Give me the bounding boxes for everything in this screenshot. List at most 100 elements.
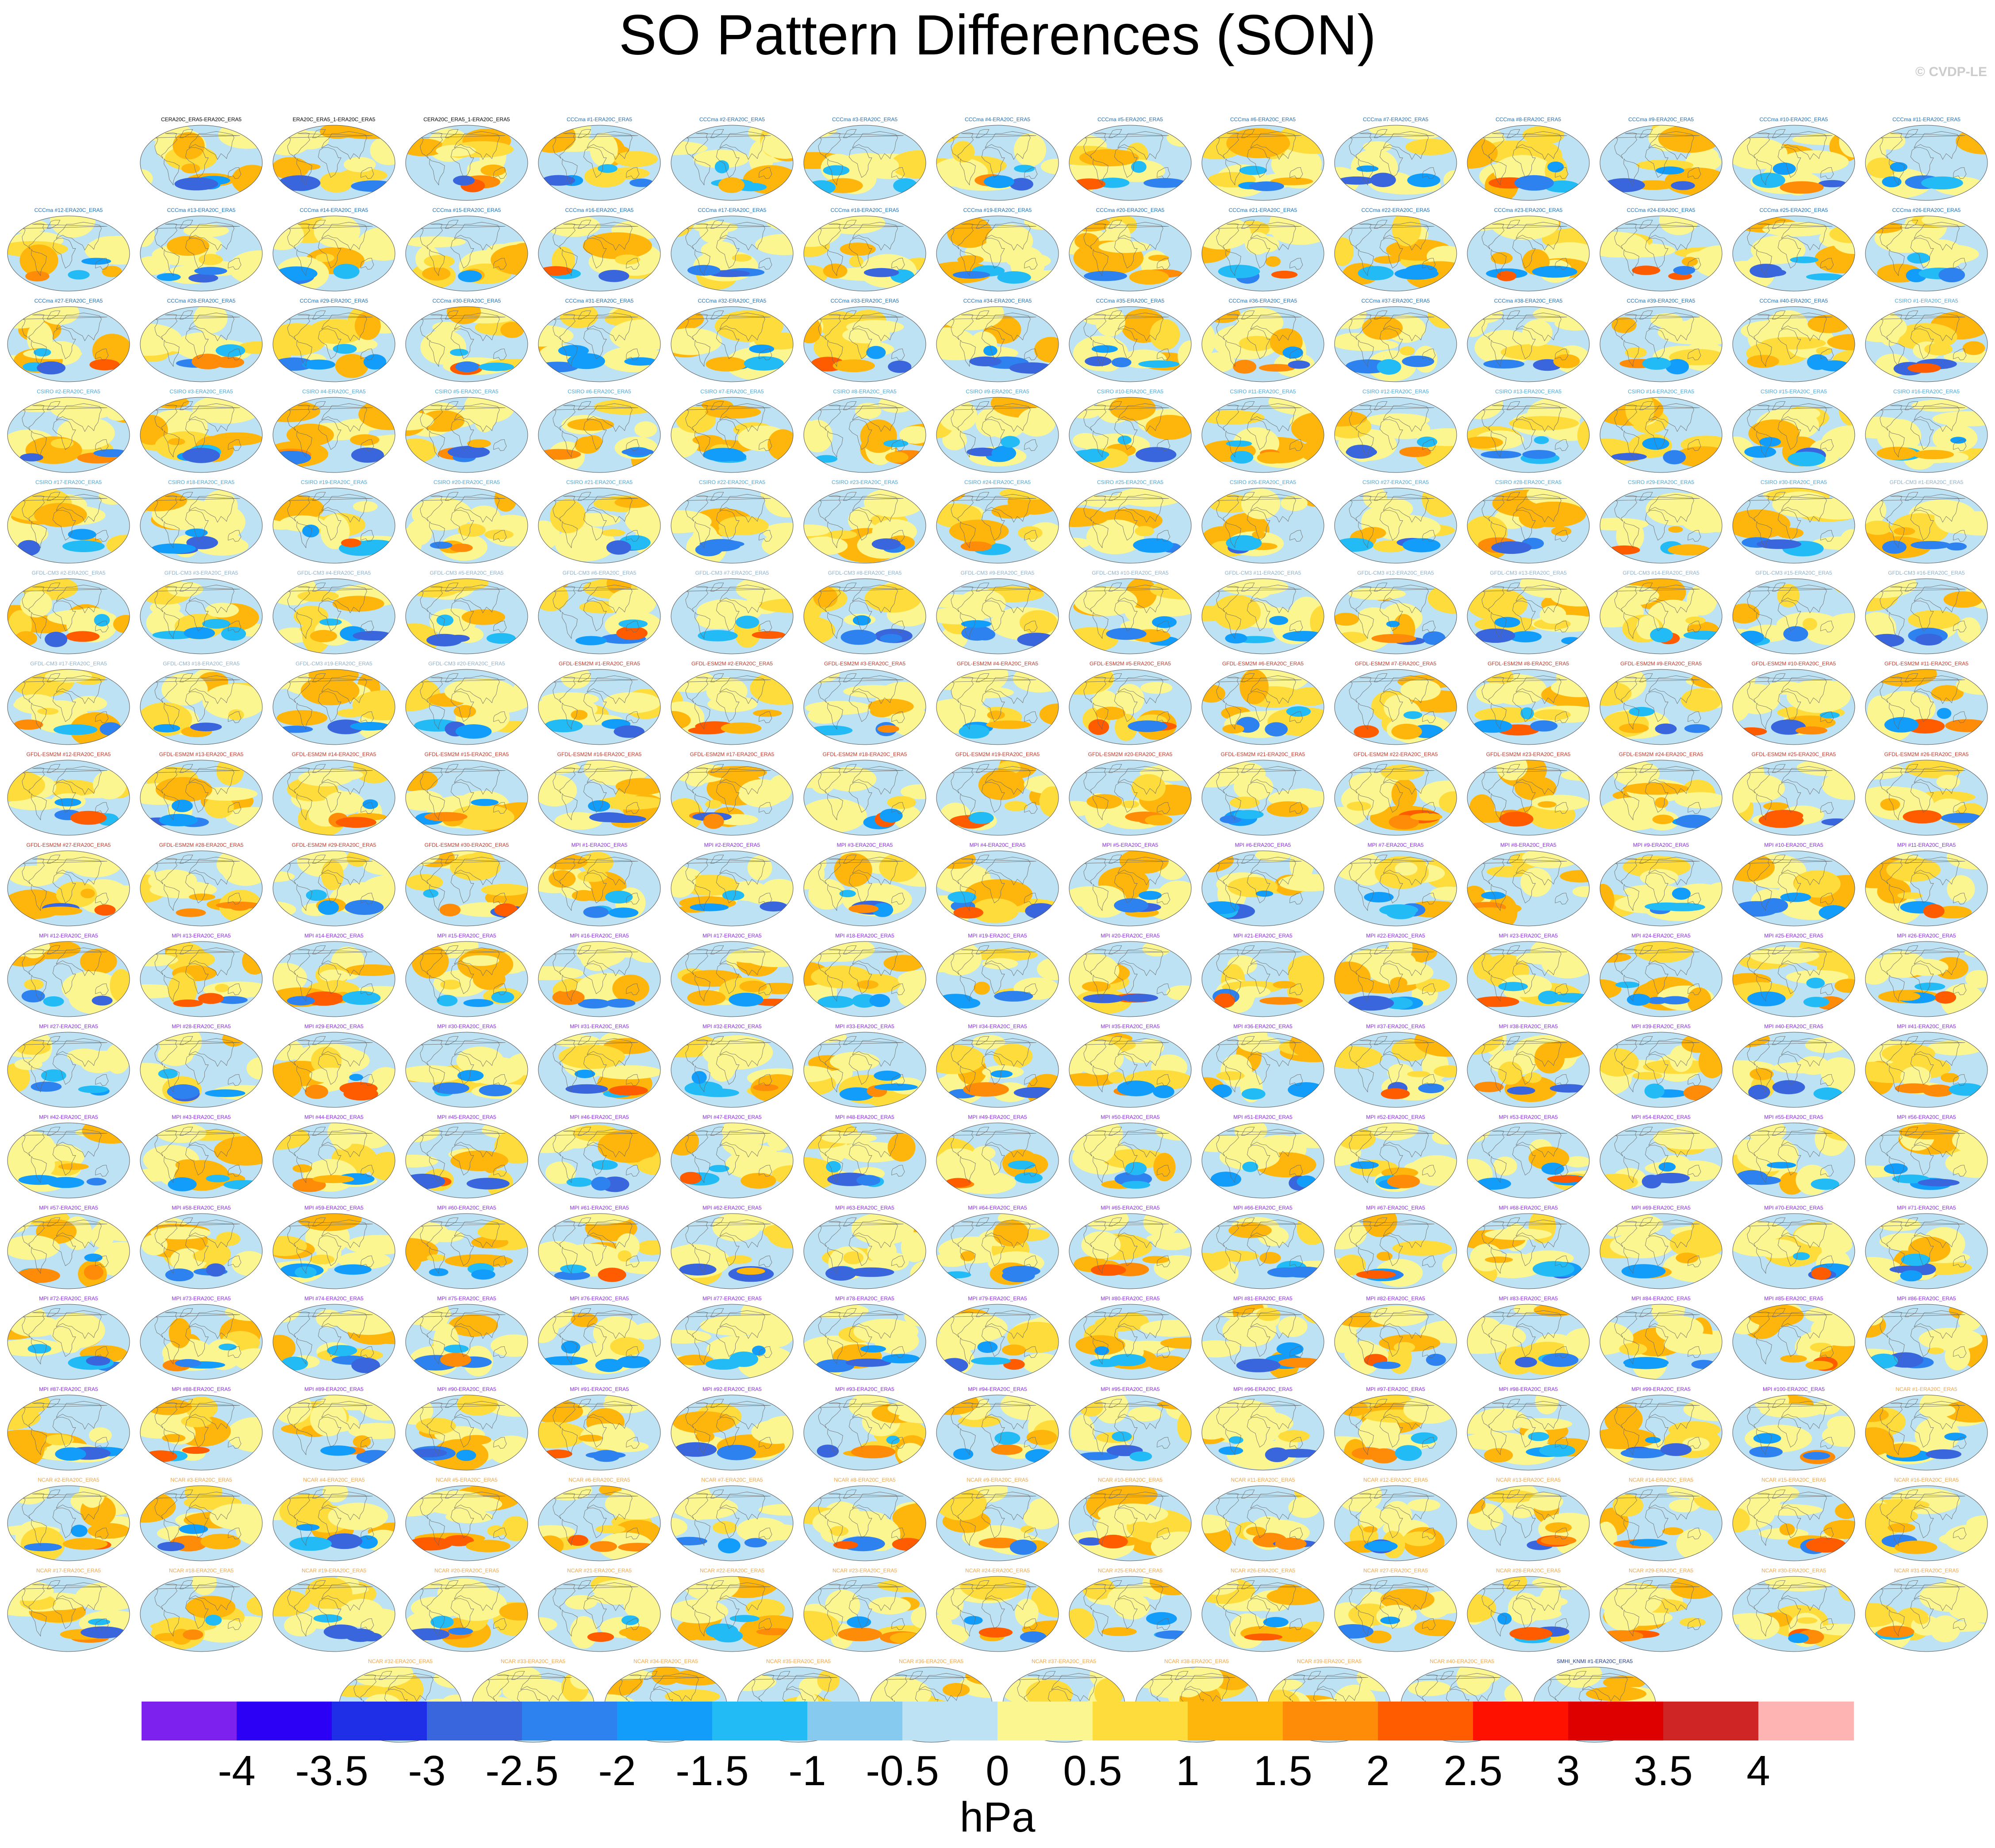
contour-blob (620, 1261, 660, 1275)
model-panel: MPI #66-ERA20C_ERA5 (1199, 1204, 1327, 1293)
coastline (420, 404, 506, 431)
coastline (1216, 586, 1302, 612)
coastline (1747, 1130, 1833, 1156)
model-panel: CCCma #27-ERA20C_ERA5 (4, 297, 133, 386)
coastline (1914, 494, 1960, 523)
model-panel: CSIRO #4-ERA20C_ERA5 (270, 388, 398, 476)
contour-blob (424, 812, 468, 822)
coastline (1374, 1126, 1388, 1136)
coastline (1247, 1054, 1270, 1085)
coastline (1507, 129, 1520, 138)
model-panel: GFDL-CM3 #14-ERA20C_ERA5 (1597, 569, 1725, 658)
panel-map (1069, 850, 1192, 926)
contour-blob (880, 634, 902, 643)
model-panel: MPI #57-ERA20C_ERA5 (4, 1204, 133, 1293)
model-panel: MPI #28-ERA20C_ERA5 (137, 1023, 265, 1111)
coastline (1688, 348, 1701, 361)
coastline (583, 147, 607, 178)
coastline (1117, 1038, 1163, 1067)
coastline (976, 1308, 990, 1317)
coastline (1024, 530, 1038, 542)
contour-blob (706, 1359, 741, 1370)
map-border (1600, 397, 1723, 473)
coastline (1093, 340, 1109, 367)
coastline (318, 1145, 341, 1176)
coastline (454, 131, 500, 160)
model-panel: MPI #16-ERA20C_ERA5 (535, 932, 664, 1021)
coastline (1555, 802, 1569, 814)
contour-blob (1744, 446, 1776, 458)
contour-blob (1216, 1071, 1245, 1080)
map-border (936, 1122, 1059, 1199)
panel-title: CCCma #29-ERA20C_ERA5 (299, 298, 368, 304)
contour-blob (823, 263, 848, 279)
contour-blob (823, 165, 850, 176)
coastline (445, 1308, 459, 1317)
contour-blob (310, 1254, 335, 1264)
panel-title: CCCma #26-ERA20C_ERA5 (1892, 207, 1961, 213)
contour-blob (729, 1145, 777, 1160)
contour-blob (1491, 252, 1513, 264)
coastline (1953, 257, 1967, 270)
panel-title: CSIRO #29-ERA20C_ERA5 (1627, 479, 1695, 485)
model-panel: MPI #41-ERA20C_ERA5 (1862, 1023, 1991, 1111)
model-panel: MPI #60-ERA20C_ERA5 (403, 1204, 531, 1293)
coastline (1216, 858, 1302, 884)
panel-title: CSIRO #1-ERA20C_ERA5 (1895, 298, 1958, 304)
coastline (52, 600, 76, 631)
panel-map (1600, 941, 1723, 1017)
coastline (420, 767, 506, 794)
model-panel: GFDL-CM3 #19-ERA20C_ERA5 (270, 660, 398, 749)
panel-title: GFDL-CM3 #10-ERA20C_ERA5 (1092, 570, 1169, 576)
map-border (1467, 760, 1590, 836)
coastline (1905, 945, 1918, 954)
model-panel: CCCma #36-ERA20C_ERA5 (1199, 297, 1327, 386)
coastline (228, 1164, 242, 1177)
coastline (1379, 600, 1403, 631)
coastline (228, 439, 242, 451)
contour-blob (406, 438, 437, 463)
panel-title: CCCma #18-ERA20C_ERA5 (830, 207, 899, 213)
coastline (1250, 222, 1296, 251)
coastline (1772, 764, 1786, 773)
coastline (296, 249, 312, 277)
coastline (1747, 586, 1833, 612)
coastline (694, 1065, 710, 1093)
panel-title: MPI #42-ERA20C_ERA5 (39, 1114, 98, 1120)
coastline (1349, 223, 1435, 250)
panel-map (272, 1304, 395, 1380)
panel-title: MPI #58-ERA20C_ERA5 (172, 1205, 231, 1211)
panel-title: MPI #71-ERA20C_ERA5 (1897, 1205, 1956, 1211)
coastline (1747, 1039, 1833, 1066)
contour-blob (238, 341, 262, 354)
contour-blob (1282, 346, 1303, 359)
contour-blob (84, 1253, 103, 1262)
coastline (852, 675, 898, 704)
coastline (1422, 983, 1436, 995)
coastline (95, 620, 109, 633)
coastline (1772, 492, 1786, 501)
model-panel: MPI #6-ERA20C_ERA5 (1199, 841, 1327, 930)
coastline (1491, 158, 1507, 186)
contour-blob (1507, 1086, 1535, 1095)
contour-blob (281, 1356, 308, 1371)
contour-blob (1524, 1072, 1542, 1083)
panel-title: CCCma #12-ERA20C_ERA5 (34, 207, 103, 213)
coastline (493, 348, 507, 361)
coastline (1109, 1036, 1122, 1045)
coastline (1379, 510, 1403, 541)
contour-blob (1008, 1160, 1036, 1170)
coastline (31, 340, 47, 367)
contour-blob (1615, 981, 1640, 988)
panel-title: CSIRO #3-ERA20C_ERA5 (169, 388, 233, 395)
contour-blob (406, 874, 443, 891)
coastline (960, 703, 976, 730)
coastline (445, 310, 459, 319)
coastline (1555, 711, 1569, 723)
coastline (1247, 1326, 1270, 1357)
contour-blob (701, 241, 737, 259)
contour-blob (1373, 1361, 1401, 1369)
model-panel: CCCma #19-ERA20C_ERA5 (933, 207, 1062, 295)
coastline (1555, 167, 1569, 179)
coastline (716, 963, 740, 994)
